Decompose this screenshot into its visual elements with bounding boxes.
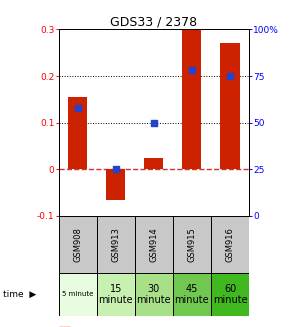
Text: 15
minute: 15 minute bbox=[98, 284, 133, 305]
FancyBboxPatch shape bbox=[59, 273, 97, 316]
Text: 60
minute: 60 minute bbox=[213, 284, 247, 305]
Title: GDS33 / 2378: GDS33 / 2378 bbox=[110, 15, 197, 28]
FancyBboxPatch shape bbox=[97, 273, 135, 316]
Text: GSM915: GSM915 bbox=[188, 227, 196, 262]
Bar bbox=[144, 158, 163, 169]
Bar bbox=[182, 29, 201, 169]
Point bbox=[228, 73, 232, 78]
Point bbox=[75, 105, 80, 110]
FancyBboxPatch shape bbox=[173, 273, 211, 316]
Point bbox=[190, 68, 194, 73]
FancyBboxPatch shape bbox=[135, 216, 173, 273]
FancyBboxPatch shape bbox=[135, 273, 173, 316]
Text: 30
minute: 30 minute bbox=[137, 284, 171, 305]
FancyBboxPatch shape bbox=[59, 216, 97, 273]
Text: 5 minute: 5 minute bbox=[62, 291, 93, 297]
Point bbox=[151, 120, 156, 125]
Bar bbox=[106, 169, 125, 199]
Text: time  ▶: time ▶ bbox=[3, 290, 36, 299]
Text: GSM913: GSM913 bbox=[111, 227, 120, 262]
Bar bbox=[220, 43, 239, 169]
Point bbox=[113, 166, 118, 172]
Text: GSM908: GSM908 bbox=[73, 227, 82, 262]
Text: GSM914: GSM914 bbox=[149, 227, 158, 262]
Text: GSM916: GSM916 bbox=[226, 227, 234, 262]
Bar bbox=[68, 97, 87, 169]
FancyBboxPatch shape bbox=[97, 216, 135, 273]
FancyBboxPatch shape bbox=[211, 216, 249, 273]
Text: 45
minute: 45 minute bbox=[175, 284, 209, 305]
FancyBboxPatch shape bbox=[173, 216, 211, 273]
FancyBboxPatch shape bbox=[211, 273, 249, 316]
